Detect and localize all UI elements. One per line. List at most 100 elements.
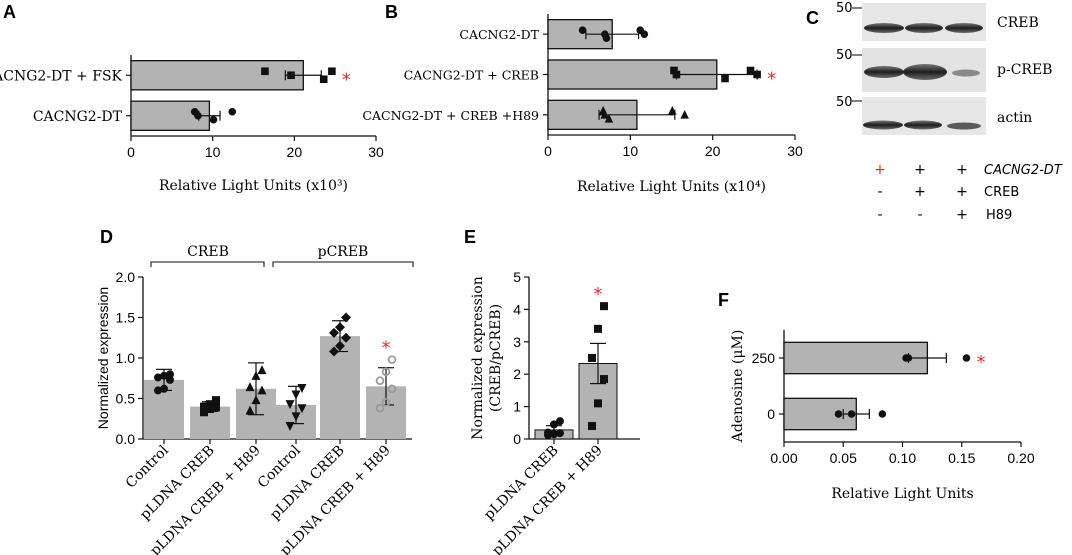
data-point bbox=[166, 375, 174, 384]
significance-star: * bbox=[767, 69, 776, 90]
category-label: 250 bbox=[752, 350, 776, 366]
blot-strip-creb bbox=[862, 3, 986, 41]
group-bracket-creb bbox=[150, 261, 265, 267]
data-point bbox=[834, 410, 843, 418]
panel-label-f: F bbox=[718, 290, 729, 310]
band-pcreb-1 bbox=[864, 66, 904, 78]
y-tick-label: 0 bbox=[513, 431, 521, 447]
y-tick-label: 2.0 bbox=[116, 269, 136, 285]
y-tick-label: 0.5 bbox=[116, 391, 136, 407]
x-tick-label: 10 bbox=[623, 143, 639, 159]
data-point bbox=[341, 312, 351, 323]
mw-marker-3: 50 bbox=[836, 95, 853, 110]
panel-label-d: D bbox=[100, 227, 113, 247]
data-point bbox=[375, 376, 385, 385]
band-pcreb-3 bbox=[952, 69, 980, 77]
sign-r2-c3: + bbox=[956, 184, 968, 200]
data-point bbox=[588, 422, 596, 431]
data-point bbox=[261, 67, 269, 76]
band-actin-2 bbox=[904, 120, 942, 130]
data-point bbox=[291, 412, 301, 422]
data-point bbox=[319, 75, 328, 84]
data-point bbox=[753, 70, 761, 79]
panel-label-a: A bbox=[3, 2, 16, 22]
panel-label-b: B bbox=[385, 2, 398, 22]
data-point bbox=[588, 354, 596, 362]
chart-a: 0 10 20 30 Relative Light Units (x10³) CACNG2… bbox=[0, 55, 384, 194]
data-point bbox=[154, 386, 162, 395]
x-tick-label: 0.10 bbox=[889, 450, 916, 466]
data-point bbox=[556, 429, 564, 438]
data-point bbox=[245, 405, 255, 415]
x-tick-label: 30 bbox=[787, 143, 803, 159]
y-axis-label-line1: Normalized expression bbox=[470, 276, 486, 439]
table-label-creb: CREB bbox=[984, 185, 1019, 200]
data-point bbox=[600, 110, 610, 119]
panel-label-c: C bbox=[806, 8, 819, 28]
x-axis-label: Relative Light Units (x10⁴) bbox=[577, 179, 766, 195]
bar bbox=[130, 60, 304, 91]
data-point bbox=[640, 30, 649, 38]
blot-label-creb: CREB bbox=[997, 15, 1039, 31]
x-tick-label: 0 bbox=[544, 143, 552, 159]
significance-star: * bbox=[976, 352, 985, 373]
table-label-h89: H89 bbox=[986, 208, 1012, 223]
data-point bbox=[200, 402, 208, 411]
data-point bbox=[578, 26, 587, 34]
x-tick-label: 0.15 bbox=[948, 450, 975, 466]
blot-label-pcreb: p-CREB bbox=[997, 62, 1052, 78]
significance-star: * bbox=[382, 338, 391, 359]
x-axis-label: Relative Light Units (x10³) bbox=[159, 178, 348, 194]
data-point bbox=[245, 382, 255, 392]
data-point bbox=[594, 399, 602, 408]
data-point bbox=[257, 365, 267, 375]
data-point bbox=[212, 396, 220, 405]
data-point bbox=[341, 332, 351, 343]
data-point bbox=[878, 410, 887, 418]
data-point bbox=[200, 408, 208, 417]
band-actin-1 bbox=[863, 120, 903, 130]
data-point bbox=[251, 370, 261, 380]
data-point bbox=[335, 322, 345, 333]
sign-r3-c3: + bbox=[956, 207, 968, 223]
y-tick-label: 0.0 bbox=[116, 431, 136, 447]
category-label: CACNG2-DT + CREB +H89 bbox=[362, 108, 539, 123]
sign-r1-c3: + bbox=[956, 162, 968, 178]
data-point bbox=[604, 114, 614, 123]
western-blot: 50 CREB 50 p-CREB 50 actin + + + CACNG2-… bbox=[836, 1, 1063, 223]
group-label-pcreb: pCREB bbox=[318, 244, 369, 260]
data-point bbox=[550, 420, 558, 429]
y-axis-label: Normalized expression bbox=[95, 287, 111, 429]
data-point bbox=[166, 370, 174, 379]
data-point bbox=[206, 405, 214, 414]
data-point bbox=[847, 410, 856, 418]
y-tick-label: 1.5 bbox=[116, 310, 136, 326]
data-point bbox=[328, 67, 336, 76]
data-point bbox=[335, 340, 345, 351]
data-point bbox=[297, 383, 307, 393]
data-point bbox=[670, 66, 678, 75]
data-point bbox=[206, 400, 214, 409]
band-creb-2 bbox=[905, 23, 943, 33]
data-point bbox=[672, 70, 681, 79]
data-point bbox=[550, 430, 558, 439]
group-label-creb: CREB bbox=[187, 244, 229, 260]
sign-r1-c1: + bbox=[874, 162, 886, 178]
chart-b: 0 10 20 30 Relative Light Units (x10⁴) CACNG2… bbox=[362, 14, 803, 195]
mw-marker-1: 50 bbox=[836, 1, 853, 16]
y-tick-label: 2 bbox=[513, 366, 521, 382]
mw-marker-2: 50 bbox=[836, 48, 853, 63]
x-tick-label: 10 bbox=[205, 144, 221, 160]
x-tick-label: pLDNA CREB bbox=[481, 443, 562, 524]
x-tick-label: 30 bbox=[368, 144, 384, 160]
x-tick-label: 0.00 bbox=[770, 450, 797, 466]
data-point bbox=[160, 384, 168, 393]
data-point bbox=[329, 327, 339, 338]
band-actin-3 bbox=[947, 122, 981, 130]
data-point bbox=[668, 106, 677, 115]
data-point bbox=[154, 373, 162, 382]
sign-r3-c1: - bbox=[877, 207, 882, 223]
bar bbox=[320, 336, 360, 439]
